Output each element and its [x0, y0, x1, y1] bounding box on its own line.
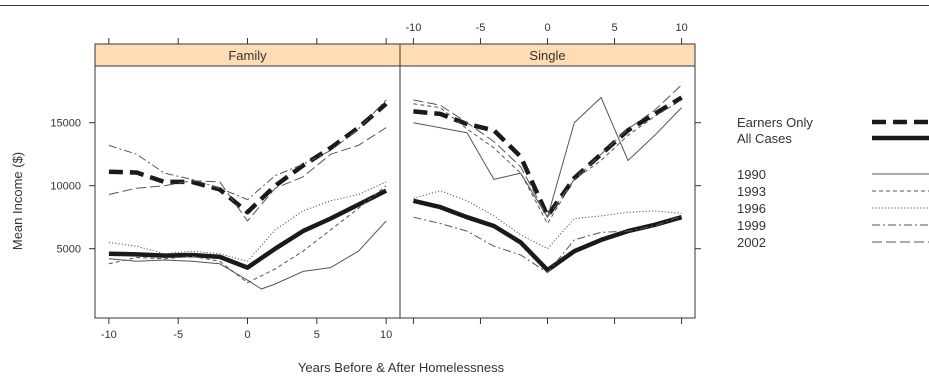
- x-tick-label: -10: [101, 329, 117, 341]
- series-line-earners-only: [108, 102, 388, 215]
- panels-layer: Family -10 -5 0 5 10 5000 10000 15000 Single -10 -5…: [50, 22, 701, 341]
- panel-strip-label: Family: [228, 48, 267, 63]
- y-axis-label: Mean Income ($): [10, 152, 25, 250]
- series-line-all-cases: [108, 188, 388, 270]
- series-line-earners-only: [413, 95, 683, 219]
- series-line-1990: [413, 97, 682, 218]
- x-tick-label: 0: [244, 329, 250, 341]
- legend-label: Earners Only: [737, 115, 813, 130]
- x-tick-label: -5: [173, 329, 183, 341]
- x-axis-label: Years Before & After Homelessness: [298, 360, 505, 375]
- x-tick-label: 0: [544, 22, 550, 34]
- y-tick-label: 5000: [57, 244, 81, 256]
- legend-label: 2002: [737, 235, 766, 250]
- series-line-1999: [413, 215, 682, 274]
- panel-strip-label: Single: [529, 48, 565, 63]
- panel-single: Single -10 -5 0 5 10: [399, 22, 701, 324]
- legend-label: All Cases: [737, 131, 792, 146]
- x-tick-label: -5: [476, 22, 486, 34]
- x-tick-label: 10: [675, 22, 687, 34]
- series-line-1993: [108, 185, 387, 284]
- series-line-1993: [413, 99, 682, 224]
- x-tick-label: 5: [611, 22, 617, 34]
- series-line-1990: [108, 220, 387, 290]
- x-tick-label: 10: [380, 329, 392, 341]
- series-line-1996: [108, 181, 387, 262]
- series-line-2002: [413, 84, 682, 218]
- x-tick-label: 5: [314, 329, 320, 341]
- series-line-1999: [108, 99, 387, 201]
- legend-label: 1993: [737, 184, 766, 199]
- y-tick-label: 15000: [50, 118, 81, 130]
- x-tick-label: -10: [405, 22, 421, 34]
- legend-label: 1996: [737, 201, 766, 216]
- legend-label: 1999: [737, 218, 766, 233]
- y-tick-label: 10000: [50, 181, 81, 193]
- legend-label: 1990: [737, 167, 766, 182]
- series-line-2002: [108, 127, 387, 222]
- top-rule: [0, 5, 929, 6]
- panel-family: Family -10 -5 0 5 10 5000 10000 15000: [50, 38, 401, 341]
- series-line-1996: [413, 190, 682, 250]
